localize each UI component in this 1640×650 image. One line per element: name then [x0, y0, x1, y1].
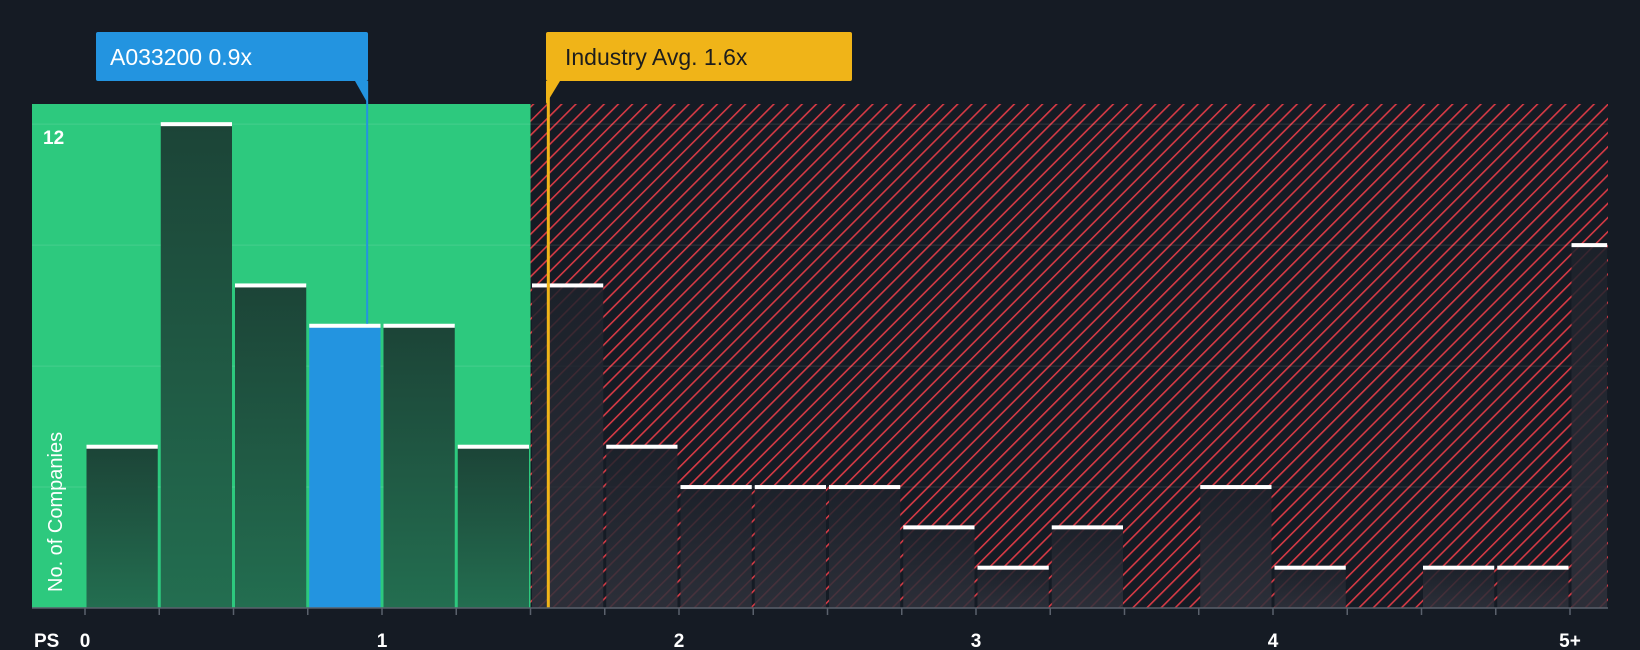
valuation-markers — [366, 81, 550, 608]
bar-cap — [457, 444, 529, 449]
x-tick-label-4: 4 — [1268, 631, 1279, 650]
histogram-bar — [903, 527, 975, 608]
histogram-bar — [1423, 567, 1495, 608]
histogram-bar — [160, 124, 232, 608]
histogram-bar — [977, 567, 1049, 608]
bar-cap — [1423, 565, 1495, 570]
company-callout-label: A033200 0.9x — [110, 44, 252, 70]
bar-cap — [1274, 565, 1346, 570]
histogram-bar — [606, 446, 678, 608]
bar-cap — [680, 485, 752, 490]
x-axis-title: PS — [34, 631, 59, 650]
bar-cap — [1200, 485, 1272, 490]
y-axis-title: No. of Companies — [45, 432, 67, 592]
bar-cap — [606, 444, 678, 449]
company-callout-pointer — [355, 81, 368, 104]
histogram-bar — [383, 325, 455, 608]
industry-callout-box — [546, 32, 852, 81]
bar-cap — [754, 485, 826, 490]
industry-avg-callout: Industry Avg. 1.6x — [546, 32, 852, 104]
company-ps-callout: A033200 0.9x — [96, 32, 368, 104]
company-callout-box — [96, 32, 368, 81]
bar-cap — [309, 323, 381, 328]
bar-cap — [160, 122, 232, 127]
bar-cap — [1497, 565, 1569, 570]
bar-cap — [977, 565, 1049, 570]
histogram-bar — [1571, 245, 1608, 608]
histogram-bar — [754, 487, 826, 608]
bar-cap — [532, 283, 604, 288]
histogram-bar — [1051, 527, 1123, 608]
bar-cap — [1571, 243, 1608, 248]
x-tick-label-0: 0 — [80, 631, 91, 650]
histogram-bar — [1200, 487, 1272, 608]
histogram-bars — [86, 122, 1608, 608]
histogram-bar — [1274, 567, 1346, 608]
histogram-bar — [1497, 567, 1569, 608]
y-tick-label-12: 12 — [43, 128, 64, 149]
bar-cap — [235, 283, 307, 288]
industry-callout-pointer — [546, 81, 560, 104]
bar-cap — [1051, 525, 1123, 530]
bar-cap — [829, 485, 901, 490]
histogram-bar — [457, 446, 529, 608]
bar-cap — [86, 444, 158, 449]
x-tick-label-2: 2 — [674, 631, 685, 650]
industry-callout-label: Industry Avg. 1.6x — [565, 44, 748, 70]
histogram-bar — [680, 487, 752, 608]
highlighted-bar — [309, 325, 381, 608]
histogram-bar — [829, 487, 901, 608]
histogram-bar — [235, 285, 307, 608]
histogram-bar — [532, 285, 604, 608]
x-tick-label-3: 3 — [971, 631, 982, 650]
x-tick-label-5+: 5+ — [1559, 631, 1581, 650]
histogram-bar — [86, 446, 158, 608]
x-tick-label-1: 1 — [377, 631, 388, 650]
bar-cap — [383, 323, 455, 328]
bar-cap — [903, 525, 975, 530]
x-axis-ticks: 0 1 2 3 4 5+ — [80, 608, 1581, 650]
